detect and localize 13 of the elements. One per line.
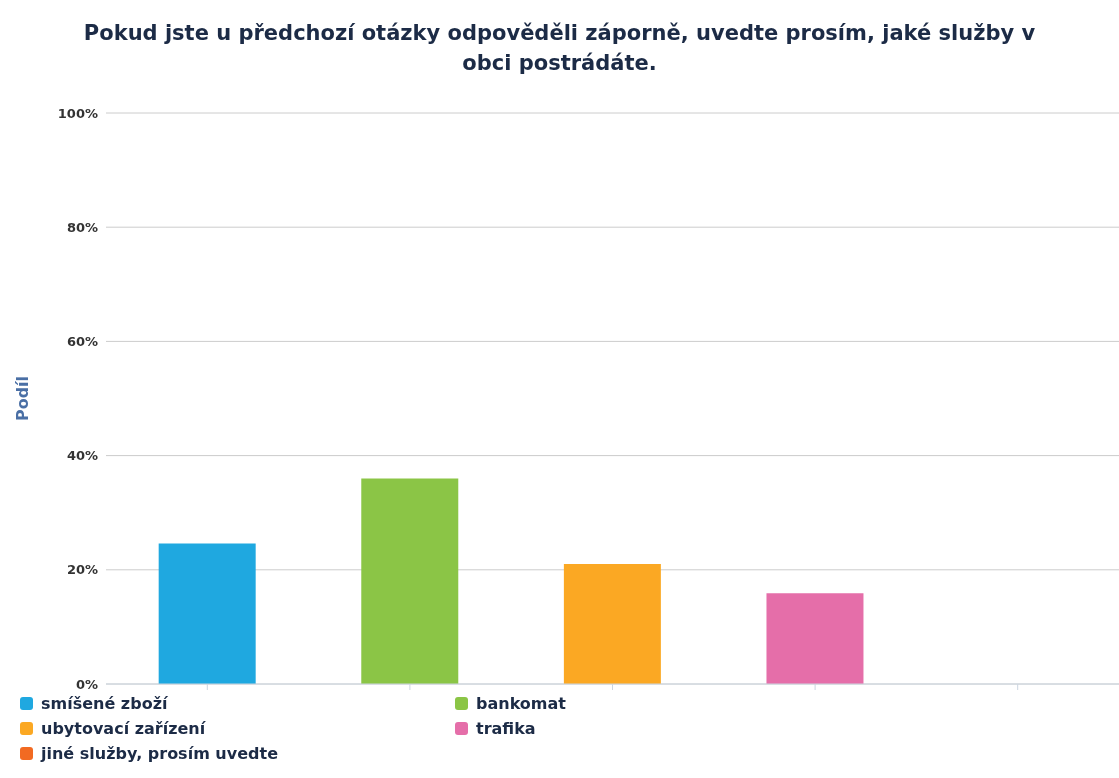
y-tick-label: 0% [75,676,98,692]
legend-label: smíšené zboží [41,694,168,713]
y-tick-label: 40% [66,448,98,464]
y-tick-label: 60% [66,334,98,350]
y-tick-label: 20% [66,562,98,578]
legend-label: jiné služby, prosím uvedte [41,744,278,763]
y-tick-label: 100% [57,105,98,121]
chart-title: Pokud jste u předchozí otázky odpověděli záporně, uvedte prosím, jaké služby v obci postrádáte. [82,20,1037,77]
y-axis-title: Podíl [12,375,32,422]
legend-label: bankomat [476,694,566,713]
legend-label: ubytovací zařízení [41,719,206,738]
legend-label: trafika [476,719,536,738]
y-tick-label: 80% [66,219,98,235]
